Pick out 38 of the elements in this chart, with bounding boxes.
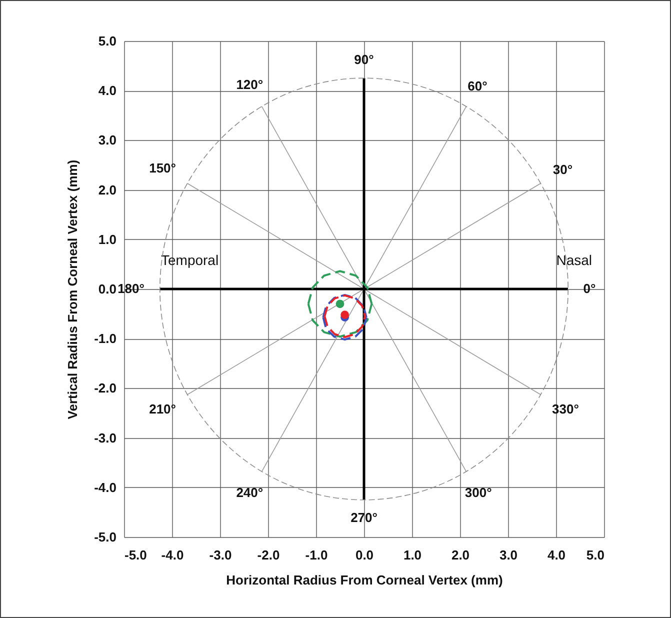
y-tick-label: -2.0 bbox=[94, 380, 116, 396]
annotation: 60° bbox=[468, 78, 488, 94]
annotation: Temporal bbox=[161, 252, 219, 268]
x-tick-label: 1.0 bbox=[403, 548, 422, 562]
annotation: 240° bbox=[236, 485, 264, 500]
y-axis-title: Vertical Radius From Corneal Vertex (mm) bbox=[65, 160, 80, 420]
y-tick-label: 5.0 bbox=[98, 34, 116, 48]
x-tick-label: 4.0 bbox=[547, 548, 566, 562]
annotation: 30° bbox=[552, 162, 573, 178]
y-tick-label: -1.0 bbox=[94, 331, 116, 346]
x-tick-label: -2.0 bbox=[257, 548, 280, 562]
x-tick-label: -5.0 bbox=[124, 548, 147, 562]
annotation: 330° bbox=[552, 401, 579, 416]
annotation: 90° bbox=[354, 52, 374, 68]
y-tick-label: -4.0 bbox=[94, 480, 116, 495]
annotation: 210° bbox=[149, 401, 176, 416]
y-tick-label: -5.0 bbox=[94, 530, 116, 544]
y-tick-label: 3.0 bbox=[98, 132, 116, 148]
annotation: 0° bbox=[583, 281, 596, 296]
y-tick-label: 4.0 bbox=[98, 83, 116, 98]
x-tick-label: -3.0 bbox=[209, 548, 232, 562]
x-tick-label: 3.0 bbox=[499, 548, 518, 562]
y-tick-label: 2.0 bbox=[98, 182, 116, 198]
y-tick-label: 1.0 bbox=[98, 232, 116, 247]
x-tick-label: 2.0 bbox=[451, 548, 470, 562]
x-tick-label: 5.0 bbox=[586, 548, 604, 562]
annotation: Nasal bbox=[556, 252, 592, 268]
annotation: 180° bbox=[118, 281, 144, 296]
annotation: 270° bbox=[350, 510, 378, 525]
y-tick-label: 0.0 bbox=[98, 282, 116, 296]
x-tick-label: 0.0 bbox=[355, 548, 374, 562]
x-axis-title: Horizontal Radius From Corneal Vertex (mm) bbox=[226, 572, 503, 588]
y-tick-label: -3.0 bbox=[94, 430, 116, 446]
annotation: 150° bbox=[149, 160, 176, 176]
x-tick-label: -1.0 bbox=[305, 548, 328, 562]
annotation: 120° bbox=[236, 76, 264, 92]
annotation: 300° bbox=[464, 485, 492, 500]
x-tick-label: -4.0 bbox=[161, 548, 184, 562]
